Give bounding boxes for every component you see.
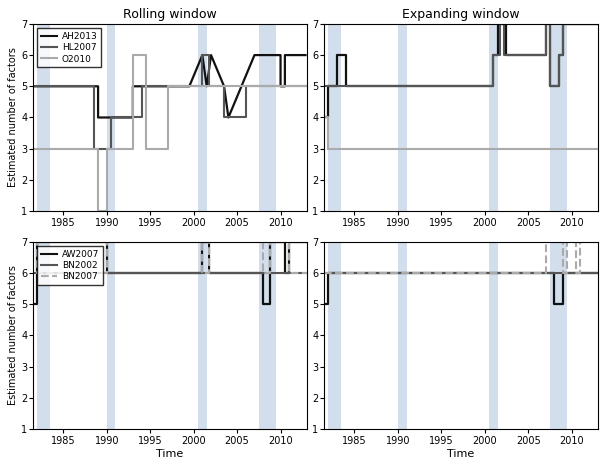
Bar <box>398 242 407 429</box>
Title: Expanding window: Expanding window <box>402 8 519 21</box>
Bar <box>550 24 567 211</box>
Bar <box>489 242 498 429</box>
Bar <box>550 242 567 429</box>
Bar <box>107 242 116 429</box>
Title: Rolling window: Rolling window <box>123 8 216 21</box>
Bar <box>37 242 50 429</box>
X-axis label: Time: Time <box>156 449 184 459</box>
Y-axis label: Estimated number of factors: Estimated number of factors <box>8 265 18 405</box>
Bar <box>107 24 116 211</box>
Bar <box>198 242 207 429</box>
X-axis label: Time: Time <box>447 449 474 459</box>
Legend: AW2007, BN2002, BN2007: AW2007, BN2002, BN2007 <box>38 246 103 285</box>
Legend: AH2013, HL2007, O2010: AH2013, HL2007, O2010 <box>38 28 101 67</box>
Bar <box>37 24 50 211</box>
Bar <box>259 242 276 429</box>
Bar <box>398 24 407 211</box>
Bar <box>259 24 276 211</box>
Bar <box>328 242 341 429</box>
Bar <box>198 24 207 211</box>
Bar <box>328 24 341 211</box>
Bar <box>489 24 498 211</box>
Y-axis label: Estimated number of factors: Estimated number of factors <box>8 48 18 187</box>
